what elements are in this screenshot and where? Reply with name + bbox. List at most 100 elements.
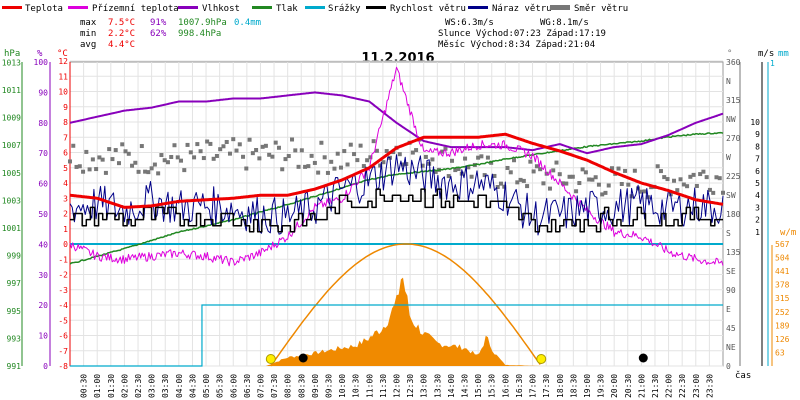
wind-direction-point	[502, 184, 507, 189]
time-tick-label: 13:00	[420, 374, 429, 398]
wind-direction-point	[525, 184, 530, 189]
wind-direction-point	[688, 174, 693, 179]
wind-direction-point	[534, 164, 539, 169]
wind-direction-point	[227, 151, 232, 156]
wind-direction-point	[270, 154, 275, 159]
direction-tick-label: NE	[726, 343, 736, 352]
wind-direction-point	[721, 190, 725, 195]
wind-direction-point	[570, 174, 575, 179]
wm-unit-label: w/m	[780, 228, 796, 238]
legend-swatch-rain	[305, 6, 325, 9]
wind-direction-point	[205, 139, 210, 144]
wind-direction-point	[401, 162, 406, 167]
pct-unit-label: %	[37, 49, 43, 59]
time-tick-label: 05:30	[216, 374, 225, 398]
wind-direction-point	[201, 156, 206, 161]
wind-direction-point	[254, 148, 259, 153]
stats-sun-line: Slunce Východ:07:23 Západ:17:19	[438, 29, 606, 39]
time-tick-label: 06:00	[229, 374, 238, 398]
solar-tick-label: 567	[775, 240, 790, 249]
pressure-tick-label: 999	[7, 252, 22, 261]
wind-direction-point	[352, 152, 357, 157]
wind-direction-point	[508, 170, 513, 175]
stats-min-press: 998.4hPa	[178, 29, 221, 39]
time-tick-label: 01:30	[107, 374, 116, 398]
wind-direction-point	[450, 158, 455, 163]
time-tick-label: 16:00	[501, 374, 510, 398]
temperature-tick-label: -8	[58, 362, 68, 371]
time-tick-label: 20:30	[624, 374, 633, 398]
wind-direction-point	[165, 160, 170, 165]
legend-swatch-pressure	[252, 6, 272, 9]
wind-direction-point	[241, 154, 246, 159]
wind-direction-point	[655, 164, 660, 169]
legend-swatch-wind-speed	[366, 6, 386, 9]
wind-direction-point	[609, 166, 614, 171]
ms-unit-label: m/s	[758, 49, 774, 59]
time-tick-label: 10:00	[338, 374, 347, 398]
solar-radiation-area	[265, 277, 541, 366]
direction-tick-label: E	[726, 305, 731, 314]
wind-direction-point	[355, 158, 360, 163]
wind-gust-line	[69, 154, 724, 236]
wind-direction-point	[361, 164, 366, 169]
direction-tick-label: 315	[726, 96, 741, 105]
wind-direction-point	[345, 162, 350, 167]
wind-speed-tick-label: 7	[755, 155, 760, 164]
wind-direction-point	[276, 145, 281, 150]
wind-direction-point	[433, 169, 438, 174]
solar-tick-label: 441	[775, 267, 790, 276]
wind-direction-point	[130, 163, 135, 168]
wind-direction-point	[626, 182, 631, 187]
wind-direction-point	[221, 144, 226, 149]
legend-rain: Srážky	[328, 4, 361, 14]
wind-speed-tick-label: 5	[755, 179, 760, 188]
wind-direction-point	[139, 144, 144, 149]
wind-direction-point	[521, 178, 526, 183]
wind-direction-point	[179, 158, 184, 163]
wind-direction-point	[397, 152, 402, 157]
direction-tick-label: 0	[726, 362, 731, 371]
wind-direction-point	[547, 186, 552, 191]
temperature-tick-label: 0	[63, 240, 68, 249]
stats-min-label: min	[80, 29, 96, 39]
temperature-line	[69, 132, 724, 209]
rain-tick-label: 1	[770, 59, 775, 68]
wind-direction-point	[518, 177, 523, 182]
pressure-tick-label: 1007	[2, 141, 21, 150]
pressure-tick-label: 997	[7, 279, 22, 288]
wind-direction-point	[273, 140, 278, 145]
wind-direction-point	[600, 192, 605, 197]
direction-tick-label: 180	[726, 210, 741, 219]
wind-direction-point	[551, 168, 556, 173]
wind-direction-point	[371, 139, 376, 144]
wind-direction-point	[332, 166, 337, 171]
wind-direction-point	[159, 153, 164, 158]
solar-tick-label: 504	[775, 254, 790, 263]
wind-speed-tick-label: 10	[750, 118, 760, 127]
rain-axis-ticks: 1	[770, 59, 775, 68]
wind-direction-point	[267, 152, 272, 157]
series-lines-layer	[69, 66, 724, 367]
wind-direction-point	[606, 183, 611, 188]
pressure-tick-label: 1005	[2, 169, 21, 178]
wind-direction-point	[616, 166, 621, 171]
wind-direction-point	[107, 147, 112, 152]
wind-direction-point	[293, 148, 298, 153]
mm-unit-label: mm	[778, 49, 789, 59]
temperature-tick-label: 10	[58, 88, 68, 97]
humidity-tick-label: 20	[38, 301, 48, 310]
wind-direction-point	[113, 148, 118, 153]
wind-direction-point	[335, 151, 340, 156]
wind-direction-point	[296, 164, 301, 169]
stats-max-hum: 91%	[150, 18, 167, 28]
wind-direction-point	[717, 176, 722, 181]
legend-swatch-ground-temperature	[68, 6, 88, 9]
wind-direction-point	[325, 170, 330, 175]
wind-direction-point	[169, 154, 174, 159]
stats-min-temp: 2.2°C	[108, 29, 135, 39]
wind-direction-point	[97, 155, 102, 160]
direction-tick-label: SE	[726, 267, 736, 276]
stats-block: max 7.5°C 91% 1007.9hPa 0.4mm min 2.2°C …	[80, 18, 606, 50]
wind-direction-point	[87, 167, 92, 172]
